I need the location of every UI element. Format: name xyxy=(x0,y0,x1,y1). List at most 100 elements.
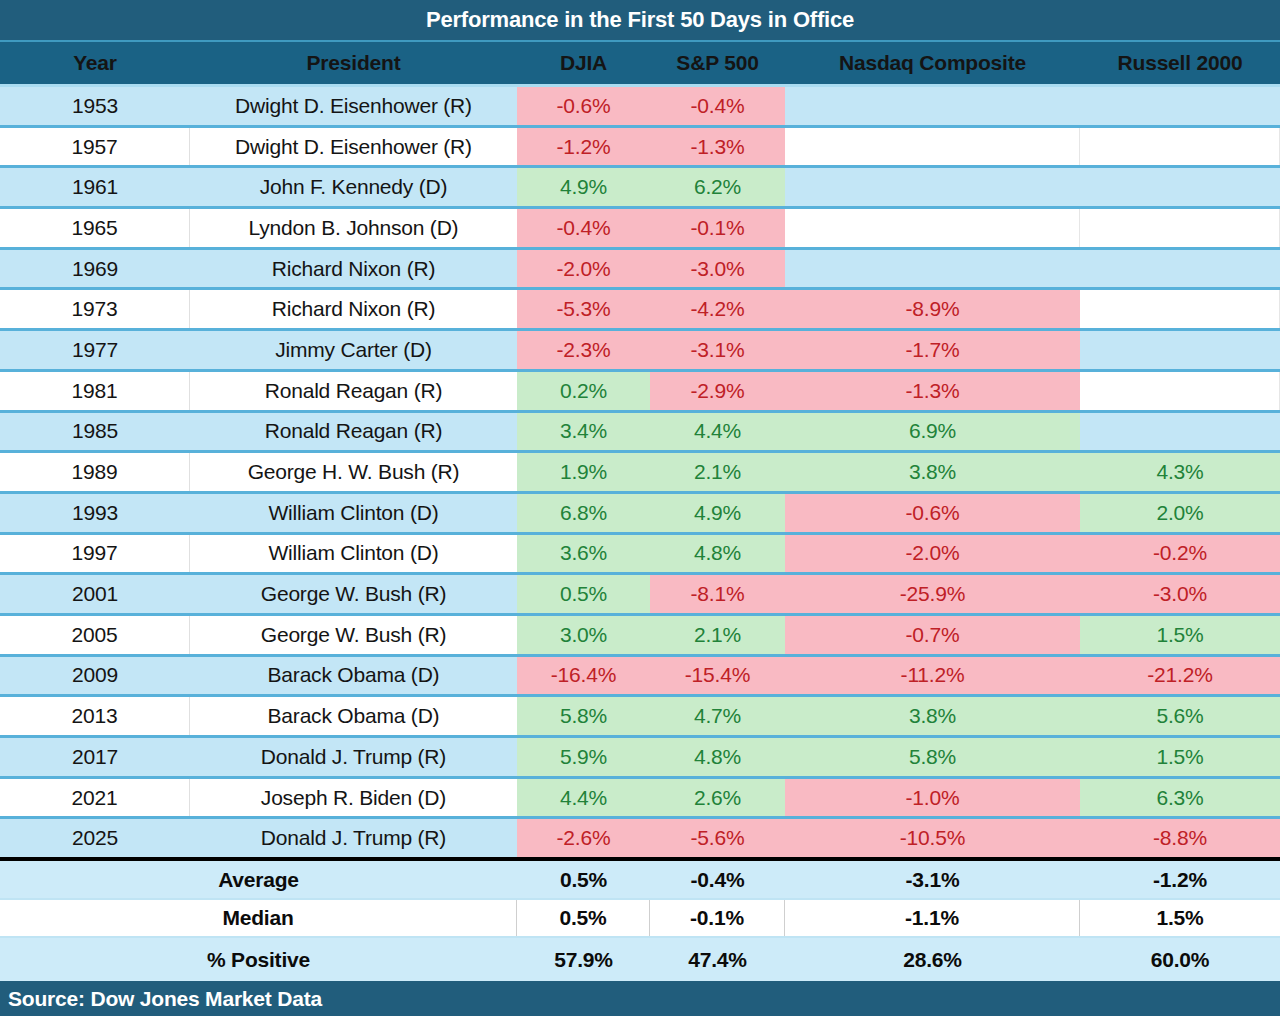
nasdaq-summary-cell: -3.1% xyxy=(785,861,1080,898)
djia-value-cell: 3.4% xyxy=(517,413,650,451)
djia-value-cell: -5.3% xyxy=(517,290,650,328)
nasdaq-value-cell: -8.9% xyxy=(785,290,1080,328)
sp500-value-cell: 4.7% xyxy=(650,697,785,735)
djia-value-cell: 4.4% xyxy=(517,779,650,817)
russell-value-cell: 5.6% xyxy=(1080,697,1280,735)
table-body: 1953 Dwight D. Eisenhower (R) -0.6% -0.4… xyxy=(0,84,1280,857)
russell-value-cell xyxy=(1080,413,1280,451)
column-header-president: President xyxy=(190,42,517,84)
djia-summary-cell: 57.9% xyxy=(517,938,650,981)
russell-summary-cell: 1.5% xyxy=(1080,900,1280,936)
nasdaq-value-cell: -2.0% xyxy=(785,535,1080,573)
summary-label: Average xyxy=(0,861,517,898)
russell-value-cell: 1.5% xyxy=(1080,616,1280,654)
president-cell: Dwight D. Eisenhower (R) xyxy=(190,87,517,125)
sp500-summary-cell: 47.4% xyxy=(650,938,785,981)
summary-row: Median 0.5% -0.1% -1.1% 1.5% xyxy=(0,898,1280,938)
nasdaq-value-cell: -11.2% xyxy=(785,657,1080,695)
russell-value-cell xyxy=(1080,128,1280,166)
nasdaq-value-cell xyxy=(785,168,1080,206)
nasdaq-value-cell: -1.3% xyxy=(785,372,1080,410)
sp500-value-cell: 4.9% xyxy=(650,494,785,532)
sp500-value-cell: -3.1% xyxy=(650,331,785,369)
table-row: 1969 Richard Nixon (R) -2.0% -3.0% xyxy=(0,247,1280,288)
sp500-value-cell: 6.2% xyxy=(650,168,785,206)
president-cell: Donald J. Trump (R) xyxy=(190,819,517,857)
year-cell: 2009 xyxy=(0,657,190,695)
president-cell: George W. Bush (R) xyxy=(190,616,517,654)
russell-value-cell xyxy=(1080,331,1280,369)
russell-value-cell xyxy=(1080,168,1280,206)
table-row: 1977 Jimmy Carter (D) -2.3% -3.1% -1.7% xyxy=(0,328,1280,369)
sp500-value-cell: 4.8% xyxy=(650,738,785,776)
sp500-value-cell: -1.3% xyxy=(650,128,785,166)
table-row: 1993 William Clinton (D) 6.8% 4.9% -0.6%… xyxy=(0,491,1280,532)
year-cell: 1981 xyxy=(0,372,190,410)
table-title: Performance in the First 50 Days in Offi… xyxy=(0,0,1280,40)
nasdaq-value-cell: -25.9% xyxy=(785,575,1080,613)
sp500-value-cell: -3.0% xyxy=(650,250,785,288)
sp500-value-cell: 2.1% xyxy=(650,453,785,491)
summary-row: % Positive 57.9% 47.4% 28.6% 60.0% xyxy=(0,938,1280,981)
table-row: 2021 Joseph R. Biden (D) 4.4% 2.6% -1.0%… xyxy=(0,776,1280,817)
nasdaq-value-cell: -0.6% xyxy=(785,494,1080,532)
djia-value-cell: -2.3% xyxy=(517,331,650,369)
table-row: 1973 Richard Nixon (R) -5.3% -4.2% -8.9% xyxy=(0,287,1280,328)
russell-summary-cell: -1.2% xyxy=(1080,861,1280,898)
year-cell: 2001 xyxy=(0,575,190,613)
column-header-year: Year xyxy=(0,42,190,84)
table-row: 2001 George W. Bush (R) 0.5% -8.1% -25.9… xyxy=(0,572,1280,613)
nasdaq-value-cell: 3.8% xyxy=(785,453,1080,491)
djia-value-cell: 4.9% xyxy=(517,168,650,206)
president-cell: Dwight D. Eisenhower (R) xyxy=(190,128,517,166)
column-header-djia: DJIA xyxy=(517,42,650,84)
sp500-value-cell: -2.9% xyxy=(650,372,785,410)
president-cell: Lyndon B. Johnson (D) xyxy=(190,209,517,247)
nasdaq-value-cell: 5.8% xyxy=(785,738,1080,776)
summary-label: Median xyxy=(0,900,517,936)
djia-value-cell: 5.8% xyxy=(517,697,650,735)
table-row: 1965 Lyndon B. Johnson (D) -0.4% -0.1% xyxy=(0,206,1280,247)
table-row: 1953 Dwight D. Eisenhower (R) -0.6% -0.4… xyxy=(0,84,1280,125)
sp500-value-cell: -5.6% xyxy=(650,819,785,857)
sp500-summary-cell: -0.1% xyxy=(650,900,785,936)
table-row: 2009 Barack Obama (D) -16.4% -15.4% -11.… xyxy=(0,654,1280,695)
column-header-nasdaq: Nasdaq Composite xyxy=(785,42,1080,84)
djia-value-cell: 6.8% xyxy=(517,494,650,532)
president-cell: John F. Kennedy (D) xyxy=(190,168,517,206)
year-cell: 2017 xyxy=(0,738,190,776)
djia-value-cell: -0.4% xyxy=(517,209,650,247)
table-row: 1961 John F. Kennedy (D) 4.9% 6.2% xyxy=(0,165,1280,206)
year-cell: 1953 xyxy=(0,87,190,125)
djia-value-cell: 0.5% xyxy=(517,575,650,613)
president-cell: Joseph R. Biden (D) xyxy=(190,779,517,817)
president-cell: William Clinton (D) xyxy=(190,494,517,532)
nasdaq-value-cell: -0.7% xyxy=(785,616,1080,654)
nasdaq-value-cell: 3.8% xyxy=(785,697,1080,735)
russell-value-cell xyxy=(1080,87,1280,125)
russell-value-cell: -3.0% xyxy=(1080,575,1280,613)
russell-value-cell: 1.5% xyxy=(1080,738,1280,776)
table-row: 2013 Barack Obama (D) 5.8% 4.7% 3.8% 5.6… xyxy=(0,694,1280,735)
djia-value-cell: 3.6% xyxy=(517,535,650,573)
djia-value-cell: 3.0% xyxy=(517,616,650,654)
year-cell: 2025 xyxy=(0,819,190,857)
year-cell: 1993 xyxy=(0,494,190,532)
year-cell: 1973 xyxy=(0,290,190,328)
year-cell: 1957 xyxy=(0,128,190,166)
header-row: Year President DJIA S&P 500 Nasdaq Compo… xyxy=(0,40,1280,84)
russell-value-cell: -8.8% xyxy=(1080,819,1280,857)
president-cell: Jimmy Carter (D) xyxy=(190,331,517,369)
nasdaq-value-cell: -10.5% xyxy=(785,819,1080,857)
president-cell: William Clinton (D) xyxy=(190,535,517,573)
year-cell: 2021 xyxy=(0,779,190,817)
column-header-sp500: S&P 500 xyxy=(650,42,785,84)
source-note: Source: Dow Jones Market Data xyxy=(0,981,1280,1016)
russell-value-cell xyxy=(1080,209,1280,247)
table-row: 2005 George W. Bush (R) 3.0% 2.1% -0.7% … xyxy=(0,613,1280,654)
russell-value-cell: 2.0% xyxy=(1080,494,1280,532)
djia-value-cell: 1.9% xyxy=(517,453,650,491)
table-row: 2017 Donald J. Trump (R) 5.9% 4.8% 5.8% … xyxy=(0,735,1280,776)
russell-value-cell: 6.3% xyxy=(1080,779,1280,817)
nasdaq-value-cell xyxy=(785,128,1080,166)
